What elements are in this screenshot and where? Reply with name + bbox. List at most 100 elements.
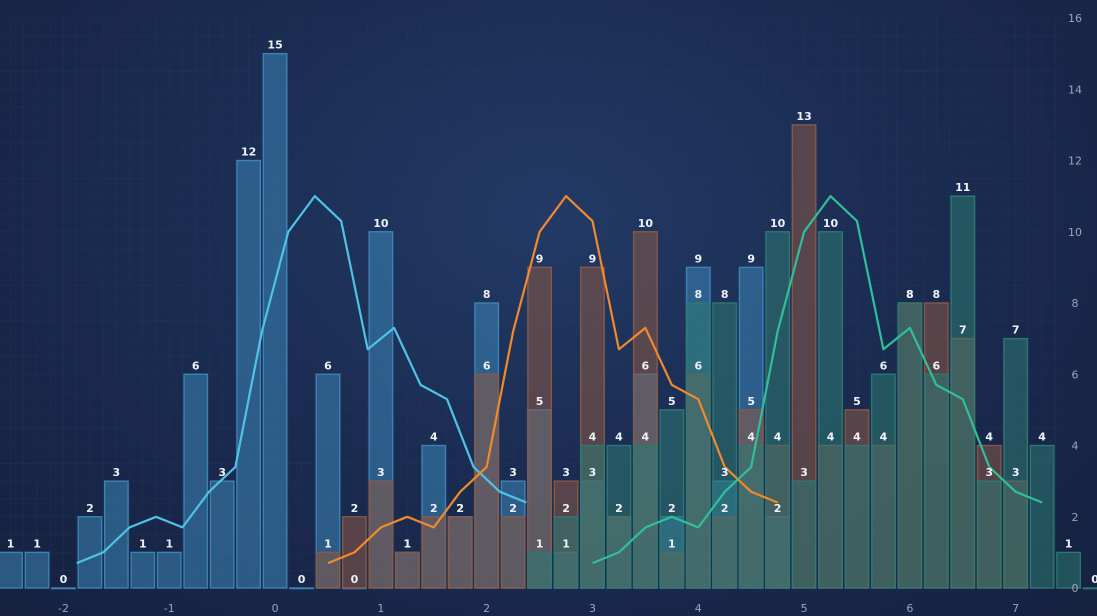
bar <box>394 551 420 589</box>
bar-value-label: 10 <box>638 217 654 230</box>
bar-labels-2: 124445884103104686113741001 <box>536 181 1097 586</box>
bar <box>51 587 76 590</box>
y-tick-label: 4 <box>1072 440 1079 453</box>
bar-value-label: 4 <box>589 431 597 444</box>
bar-value-label: 2 <box>430 502 438 515</box>
bar <box>1056 551 1082 589</box>
x-tick-label: -2 <box>58 602 69 615</box>
bar-value-label: 5 <box>668 395 676 408</box>
bar-value-label: 2 <box>456 502 464 515</box>
x-tick-label: 1 <box>377 602 384 615</box>
bar <box>289 587 314 590</box>
bar-value-label: 6 <box>192 359 200 372</box>
bar-value-label: 0 <box>351 573 359 586</box>
bar <box>553 516 579 589</box>
bar <box>712 302 738 589</box>
y-tick-label: 6 <box>1072 368 1079 381</box>
bar-value-label: 5 <box>536 395 544 408</box>
bar-value-label: 6 <box>324 359 332 372</box>
bar-value-label: 10 <box>770 217 786 230</box>
bar <box>315 551 341 589</box>
bar-value-label: 8 <box>906 288 914 301</box>
bar-value-label: 4 <box>880 431 888 444</box>
bar <box>632 444 658 589</box>
bar-value-label: 7 <box>959 324 967 337</box>
bar-value-label: 2 <box>562 502 570 515</box>
bar-value-label: 9 <box>747 252 755 265</box>
bar <box>976 480 1002 589</box>
bar-value-label: 10 <box>373 217 389 230</box>
y-axis: 0 2 4 6 8 10 12 14 16 <box>1068 12 1082 595</box>
bar-value-label: 6 <box>880 359 888 372</box>
bar-value-label: 8 <box>933 288 941 301</box>
bar-value-label: 12 <box>241 146 256 159</box>
bar-value-label: 3 <box>800 466 808 479</box>
bar-value-label: 2 <box>615 502 623 515</box>
bar <box>580 444 605 589</box>
bar-value-label: 4 <box>985 431 993 444</box>
y-tick-label: 16 <box>1068 12 1082 25</box>
bar-value-label: 4 <box>747 431 755 444</box>
bar <box>738 444 764 589</box>
x-tick-label: 4 <box>695 602 702 615</box>
bar-value-label: 3 <box>377 466 385 479</box>
bar-value-label: 2 <box>456 502 464 515</box>
bar <box>527 551 553 589</box>
bar <box>791 480 817 589</box>
bar-value-label: 3 <box>113 466 121 479</box>
bar-value-label: 8 <box>906 288 914 301</box>
bar <box>685 302 711 589</box>
bar-value-label: 7 <box>1012 324 1020 337</box>
bar-value-label: 1 <box>165 537 173 550</box>
bar-value-label: 3 <box>1012 466 1020 479</box>
y-tick-label: 2 <box>1072 511 1079 524</box>
bar-value-label: 6 <box>933 359 941 372</box>
bar-value-label: 1 <box>562 537 570 550</box>
bar-value-label: 1 <box>7 537 15 550</box>
bar <box>77 516 103 589</box>
bar <box>1029 444 1055 589</box>
bar-value-label: 4 <box>774 431 782 444</box>
bar-value-label: 1 <box>404 537 412 550</box>
bar <box>1082 587 1097 590</box>
bar-value-label: 2 <box>721 502 729 515</box>
bar <box>156 551 182 589</box>
bar-value-label: 4 <box>430 431 438 444</box>
bar-value-label: 1 <box>33 537 41 550</box>
bar <box>474 373 500 589</box>
bar <box>447 516 473 589</box>
bar-value-label: 2 <box>86 502 94 515</box>
bar-value-label: 8 <box>483 288 491 301</box>
bar <box>923 373 949 589</box>
bar-value-label: 4 <box>827 431 835 444</box>
x-tick-label: 3 <box>589 602 596 615</box>
bar <box>368 480 394 589</box>
bar-value-label: 4 <box>1038 431 1046 444</box>
bar <box>209 480 235 589</box>
bar-value-label: 2 <box>774 502 782 515</box>
bar-value-label: 5 <box>853 395 861 408</box>
bar-value-label: 4 <box>615 431 623 444</box>
bar-value-label: 15 <box>267 39 282 52</box>
bar-value-label: 9 <box>589 252 597 265</box>
density-curve-1 <box>327 195 779 565</box>
bar-value-label: 1 <box>1065 537 1073 550</box>
bar <box>818 231 843 589</box>
bar <box>1003 337 1029 589</box>
bar <box>0 551 24 589</box>
bar-value-label: 8 <box>694 288 702 301</box>
bar <box>130 551 156 589</box>
bar-value-label: 2 <box>351 502 359 515</box>
bar <box>844 444 870 589</box>
bar-value-label: 1 <box>324 537 332 550</box>
density-curve-2 <box>592 195 1043 565</box>
bar-value-label: 1 <box>536 537 544 550</box>
bar <box>421 516 447 589</box>
x-tick-label: 2 <box>483 602 490 615</box>
bar <box>236 159 262 589</box>
bar <box>103 480 129 589</box>
x-tick-label: -1 <box>164 602 175 615</box>
